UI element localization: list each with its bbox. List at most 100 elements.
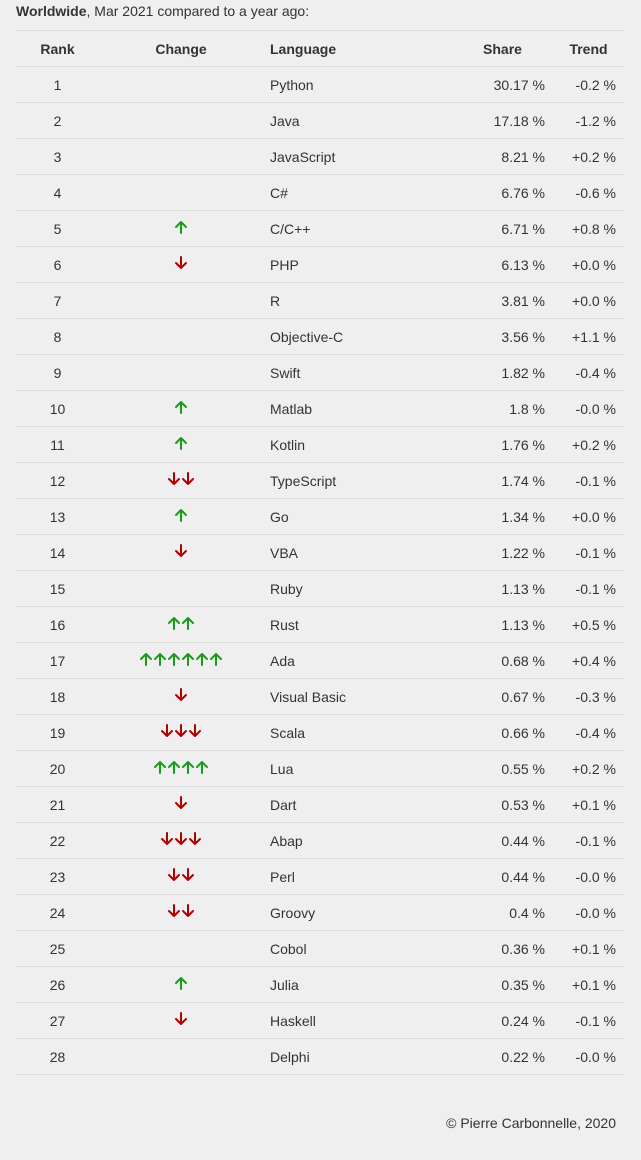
share-cell: 0.53 % [434,786,545,823]
table-row: 8 Objective-C 3.56 % +1.1 % [16,318,624,355]
change-cell [99,246,263,283]
change-cell [99,678,263,715]
change-cell [99,282,263,319]
trend-cell: +0.2 % [545,426,624,463]
arrow-down-icon [189,832,201,845]
arrow-down-icon [175,256,187,269]
share-cell: 3.56 % [434,318,545,355]
table-row: 9 Swift 1.82 % -0.4 % [16,354,624,391]
arrow-up-icon [182,761,194,774]
change-arrows [174,543,188,559]
table-caption: Worldwide, Mar 2021 compared to a year a… [16,2,309,20]
arrow-up-icon [175,221,187,234]
caption-text: , Mar 2021 compared to a year ago: [86,3,310,19]
table-row: 11 Kotlin 1.76 % +0.2 % [16,426,624,463]
share-cell: 1.74 % [434,462,545,499]
share-cell: 1.8 % [434,390,545,427]
language-cell: Ruby [263,570,434,607]
change-cell [99,1002,263,1039]
language-cell: Delphi [263,1038,434,1075]
rank-cell: 21 [16,786,99,823]
share-cell: 0.35 % [434,966,545,1003]
language-cell: Cobol [263,930,434,967]
column-header-language: Language [263,30,434,67]
arrow-down-icon [168,904,180,917]
change-cell [99,66,263,103]
trend-cell: -0.6 % [545,174,624,211]
trend-cell: -0.1 % [545,822,624,859]
language-cell: TypeScript [263,462,434,499]
change-arrows [160,723,202,739]
table-row: 22 Abap 0.44 % -0.1 % [16,822,624,859]
language-cell: Visual Basic [263,678,434,715]
arrow-up-icon [210,653,222,666]
change-arrows [167,903,195,919]
trend-cell: +0.0 % [545,246,624,283]
table-row: 7 R 3.81 % +0.0 % [16,282,624,319]
trend-cell: +0.1 % [545,930,624,967]
arrow-up-icon [168,617,180,630]
rank-cell: 7 [16,282,99,319]
change-arrows [167,867,195,883]
trend-cell: -1.2 % [545,102,624,139]
table-row: 21 Dart 0.53 % +0.1 % [16,786,624,823]
table-row: 24 Groovy 0.4 % -0.0 % [16,894,624,931]
table-row: 28 Delphi 0.22 % -0.0 % [16,1038,624,1075]
arrow-down-icon [175,1012,187,1025]
change-cell [99,786,263,823]
change-arrows [174,219,188,235]
change-cell [99,750,263,787]
trend-cell: -0.1 % [545,570,624,607]
trend-cell: -0.0 % [545,1038,624,1075]
arrow-down-icon [175,724,187,737]
language-cell: Julia [263,966,434,1003]
language-cell: Lua [263,750,434,787]
table-row: 13 Go 1.34 % +0.0 % [16,498,624,535]
language-cell: Swift [263,354,434,391]
share-cell: 17.18 % [434,102,545,139]
trend-cell: +0.2 % [545,750,624,787]
language-ranking-table: Rank Change Language Share Trend 1 Python… [16,30,624,1075]
table-row: 20 Lua 0.55 % +0.2 % [16,750,624,787]
share-cell: 0.67 % [434,678,545,715]
arrow-down-icon [168,472,180,485]
table-body: 1 Python 30.17 % -0.2 % 2 Java 17.18 % -1.2 % 3 J… [16,66,624,1075]
share-cell: 1.34 % [434,498,545,535]
trend-cell: +0.2 % [545,138,624,175]
language-cell: Go [263,498,434,535]
language-cell: Perl [263,858,434,895]
share-cell: 30.17 % [434,66,545,103]
arrow-down-icon [161,724,173,737]
change-cell [99,714,263,751]
table-row: 1 Python 30.17 % -0.2 % [16,66,624,103]
share-cell: 0.55 % [434,750,545,787]
table-row: 19 Scala 0.66 % -0.4 % [16,714,624,751]
table-row: 17 Ada 0.68 % +0.4 % [16,642,624,679]
change-cell [99,354,263,391]
arrow-up-icon [175,401,187,414]
change-arrows [160,831,202,847]
trend-cell: -0.1 % [545,534,624,571]
arrow-down-icon [175,796,187,809]
trend-cell: -0.1 % [545,1002,624,1039]
rank-cell: 28 [16,1038,99,1075]
table-row: 14 VBA 1.22 % -0.1 % [16,534,624,571]
language-cell: Ada [263,642,434,679]
change-cell [99,498,263,535]
table-row: 4 C# 6.76 % -0.6 % [16,174,624,211]
rank-cell: 24 [16,894,99,931]
share-cell: 1.13 % [434,570,545,607]
share-cell: 6.13 % [434,246,545,283]
language-cell: Kotlin [263,426,434,463]
trend-cell: -0.0 % [545,390,624,427]
change-cell [99,570,263,607]
language-cell: VBA [263,534,434,571]
change-arrows [174,975,188,991]
arrow-up-icon [140,653,152,666]
trend-cell: -0.4 % [545,354,624,391]
arrow-down-icon [175,544,187,557]
rank-cell: 25 [16,930,99,967]
share-cell: 0.66 % [434,714,545,751]
arrow-up-icon [175,437,187,450]
trend-cell: +0.5 % [545,606,624,643]
